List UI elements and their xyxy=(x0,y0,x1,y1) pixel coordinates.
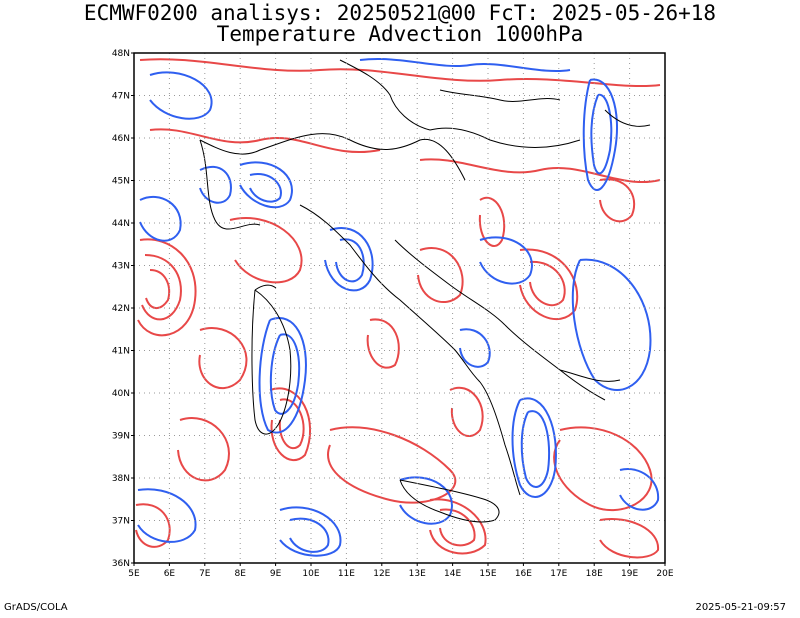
cold-contour xyxy=(239,161,293,209)
cold-contour xyxy=(619,468,660,511)
warm-contour xyxy=(229,217,303,284)
lat-tick-label: 48N xyxy=(112,49,130,59)
lon-tick-label: 18E xyxy=(586,569,603,579)
cold-contour xyxy=(139,195,182,242)
warm-contour xyxy=(141,254,182,321)
cold-contour xyxy=(582,78,619,191)
cold-contour xyxy=(249,173,282,203)
lon-tick-label: 7E xyxy=(199,569,211,579)
software-credit: GrADS/COLA xyxy=(4,602,68,613)
lat-tick-label: 43N xyxy=(112,262,130,272)
lon-tick-label: 10E xyxy=(302,569,319,579)
lon-tick-label: 9E xyxy=(270,569,282,579)
cold-contour xyxy=(199,165,232,204)
coastline xyxy=(199,59,651,523)
lat-tick-label: 45N xyxy=(112,177,130,187)
warm-contour xyxy=(599,518,660,559)
lon-tick-label: 5E xyxy=(128,569,140,579)
contour-layer xyxy=(135,58,661,559)
lon-tick-label: 13E xyxy=(409,569,426,579)
lon-tick-label: 6E xyxy=(164,569,176,579)
warm-contour xyxy=(417,247,464,304)
lat-tick-label: 44N xyxy=(112,219,130,229)
cold-contour xyxy=(459,328,491,368)
lat-tick-label: 39N xyxy=(112,432,130,442)
warm-contour xyxy=(137,238,197,337)
lon-tick-label: 20E xyxy=(656,569,673,579)
lon-tick-label: 14E xyxy=(444,569,461,579)
warm-contour xyxy=(366,318,400,369)
cold-contour xyxy=(571,258,652,391)
warm-contour xyxy=(145,269,170,309)
cold-contour xyxy=(590,93,613,175)
lat-tick-label: 37N xyxy=(112,517,130,527)
warm-contour xyxy=(177,417,230,482)
lon-tick-label: 12E xyxy=(373,569,390,579)
warm-contour xyxy=(519,248,579,321)
warm-contour xyxy=(419,158,661,184)
lon-tick-label: 19E xyxy=(621,569,638,579)
warm-contour xyxy=(478,196,506,247)
chart-title: ECMWF0200 analisys: 20250521@00 FcT: 202… xyxy=(83,1,717,25)
cold-contour xyxy=(279,506,342,557)
render-timestamp: 2025-05-21-09:57 xyxy=(695,602,786,613)
warm-contour xyxy=(429,498,487,555)
warm-contour xyxy=(139,58,661,88)
lat-tick-label: 46N xyxy=(112,134,130,144)
cold-contour xyxy=(289,517,330,553)
warm-contour xyxy=(449,386,484,437)
lon-tick-label: 15E xyxy=(479,569,496,579)
cold-contour xyxy=(269,333,301,415)
cold-contour xyxy=(479,236,533,285)
cold-contour xyxy=(137,488,197,543)
lon-tick-label: 17E xyxy=(550,569,567,579)
warm-contour xyxy=(599,178,636,223)
lat-tick-label: 38N xyxy=(112,474,130,484)
chart-subtitle: Temperature Advection 1000hPa xyxy=(216,22,584,46)
lat-tick-label: 36N xyxy=(112,559,130,569)
cold-contour xyxy=(335,238,365,283)
lat-tick-label: 47N xyxy=(112,92,130,102)
warm-contour xyxy=(553,426,653,511)
warm-contour xyxy=(529,260,566,307)
warm-contour xyxy=(149,128,381,154)
graticule xyxy=(134,53,665,563)
warm-contour xyxy=(327,426,457,504)
lon-tick-label: 11E xyxy=(338,569,355,579)
warm-contour xyxy=(198,327,248,390)
cold-contour xyxy=(324,227,374,292)
lat-tick-label: 41N xyxy=(112,347,130,357)
cold-contour xyxy=(520,410,551,488)
lon-tick-label: 16E xyxy=(515,569,532,579)
warm-contour xyxy=(439,508,476,547)
warm-contour xyxy=(135,503,171,548)
lon-tick-label: 8E xyxy=(234,569,246,579)
warm-contour xyxy=(269,387,311,461)
cold-contour xyxy=(149,71,213,120)
cold-contour xyxy=(511,397,557,498)
cold-contour xyxy=(258,317,307,434)
cold-contour xyxy=(359,58,571,72)
lat-tick-label: 40N xyxy=(112,389,130,399)
lat-tick-label: 42N xyxy=(112,304,130,314)
